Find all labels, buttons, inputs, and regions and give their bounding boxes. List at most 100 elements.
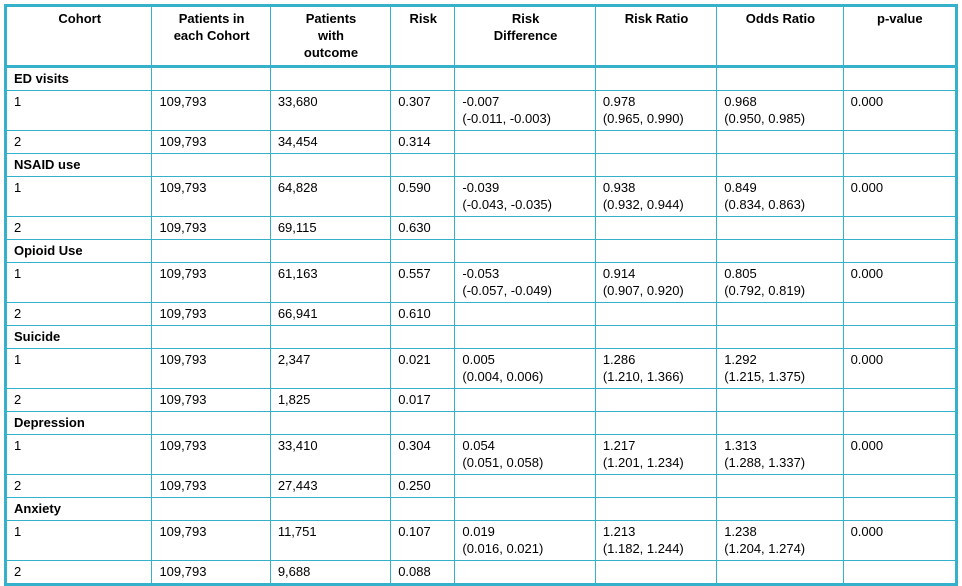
empty-cell [716,239,844,263]
cell-cohort: 2 [4,388,153,412]
empty-cell [269,153,392,177]
cell-risk: 0.017 [390,388,456,412]
empty-cell [716,325,844,349]
cell-patients-with-outcome: 9,688 [269,560,392,585]
section-name: Depression [4,411,153,435]
cell-risk-ratio: 0.938 (0.932, 0.944) [594,176,718,217]
empty-cell [390,66,456,91]
cell-odds-ratio: 0.968 (0.950, 0.985) [716,90,844,131]
data-row: 2 109,793 27,443 0.250 [4,474,958,498]
cell-risk-ratio [594,474,718,498]
cell-patients-with-outcome: 64,828 [269,176,392,217]
cell-patients-with-outcome: 33,680 [269,90,392,131]
data-row: 1 109,793 33,680 0.307 -0.007 (-0.011, -0.00… [4,90,958,131]
section-row: Depression [4,411,958,435]
empty-cell [594,497,718,521]
empty-cell [716,497,844,521]
cell-patients-with-outcome: 69,115 [269,216,392,240]
header-cohort: Cohort [4,5,153,68]
cell-p-value [842,130,958,154]
cell-risk-difference [454,560,596,585]
cell-p-value: 0.000 [842,262,958,303]
empty-cell [269,66,392,91]
cell-risk-difference [454,302,596,326]
header-risk-difference: Risk Difference [454,5,596,68]
cell-risk-ratio [594,216,718,240]
cell-p-value: 0.000 [842,90,958,131]
cell-odds-ratio [716,474,844,498]
empty-cell [151,497,271,521]
empty-cell [594,153,718,177]
cell-patients-in-cohort: 109,793 [151,130,271,154]
cell-cohort: 1 [4,262,153,303]
cell-patients-in-cohort: 109,793 [151,176,271,217]
cell-risk: 0.107 [390,520,456,561]
empty-cell [454,66,596,91]
cell-p-value [842,216,958,240]
header-risk: Risk [390,5,456,68]
section-row: Anxiety [4,497,958,521]
cell-patients-in-cohort: 109,793 [151,262,271,303]
section-name: Opioid Use [4,239,153,263]
section-row: Suicide [4,325,958,349]
cell-risk-ratio: 1.217 (1.201, 1.234) [594,434,718,475]
cell-risk-ratio [594,302,718,326]
cell-risk-ratio: 1.213 (1.182, 1.244) [594,520,718,561]
cell-cohort: 1 [4,176,153,217]
empty-cell [842,411,958,435]
cell-risk-difference: 0.019 (0.016, 0.021) [454,520,596,561]
cell-odds-ratio: 0.805 (0.792, 0.819) [716,262,844,303]
header-row: Cohort Patients in each Cohort Patients … [4,5,958,68]
section-row: Opioid Use [4,239,958,263]
cell-risk: 0.630 [390,216,456,240]
header-patients-with-outcome: Patients with outcome [269,5,392,68]
cell-risk-ratio [594,130,718,154]
cell-patients-in-cohort: 109,793 [151,90,271,131]
cell-p-value [842,560,958,585]
section-name: Anxiety [4,497,153,521]
empty-cell [390,411,456,435]
cell-p-value: 0.000 [842,434,958,475]
cell-p-value: 0.000 [842,348,958,389]
cell-risk-difference: 0.005 (0.004, 0.006) [454,348,596,389]
cell-patients-with-outcome: 33,410 [269,434,392,475]
empty-cell [842,239,958,263]
page: Cohort Patients in each Cohort Patients … [4,4,958,586]
cell-patients-in-cohort: 109,793 [151,216,271,240]
empty-cell [269,411,392,435]
cell-cohort: 1 [4,520,153,561]
empty-cell [842,497,958,521]
header-p-value: p-value [842,5,958,68]
cell-risk-ratio: 0.978 (0.965, 0.990) [594,90,718,131]
cell-p-value [842,474,958,498]
table-body: ED visits 1 109,793 33,680 0.307 -0.007 (-0.0… [4,66,958,585]
empty-cell [151,66,271,91]
cell-patients-with-outcome: 11,751 [269,520,392,561]
cell-patients-with-outcome: 66,941 [269,302,392,326]
cell-p-value [842,302,958,326]
empty-cell [390,497,456,521]
cell-risk-difference: -0.053 (-0.057, -0.049) [454,262,596,303]
cell-risk-ratio [594,560,718,585]
cell-patients-in-cohort: 109,793 [151,348,271,389]
empty-cell [269,497,392,521]
cell-cohort: 2 [4,474,153,498]
empty-cell [454,411,596,435]
cell-cohort: 1 [4,90,153,131]
cell-patients-in-cohort: 109,793 [151,560,271,585]
cell-risk: 0.304 [390,434,456,475]
cell-patients-in-cohort: 109,793 [151,520,271,561]
cell-risk-difference: -0.039 (-0.043, -0.035) [454,176,596,217]
cell-odds-ratio: 1.313 (1.288, 1.337) [716,434,844,475]
cell-risk: 0.088 [390,560,456,585]
data-row: 1 109,793 2,347 0.021 0.005 (0.004, 0.006) 1.… [4,348,958,389]
cell-risk: 0.610 [390,302,456,326]
empty-cell [151,325,271,349]
cell-cohort: 1 [4,348,153,389]
section-name: ED visits [4,66,153,91]
empty-cell [454,153,596,177]
section-name: Suicide [4,325,153,349]
cell-odds-ratio [716,130,844,154]
cell-risk: 0.314 [390,130,456,154]
section-row: NSAID use [4,153,958,177]
